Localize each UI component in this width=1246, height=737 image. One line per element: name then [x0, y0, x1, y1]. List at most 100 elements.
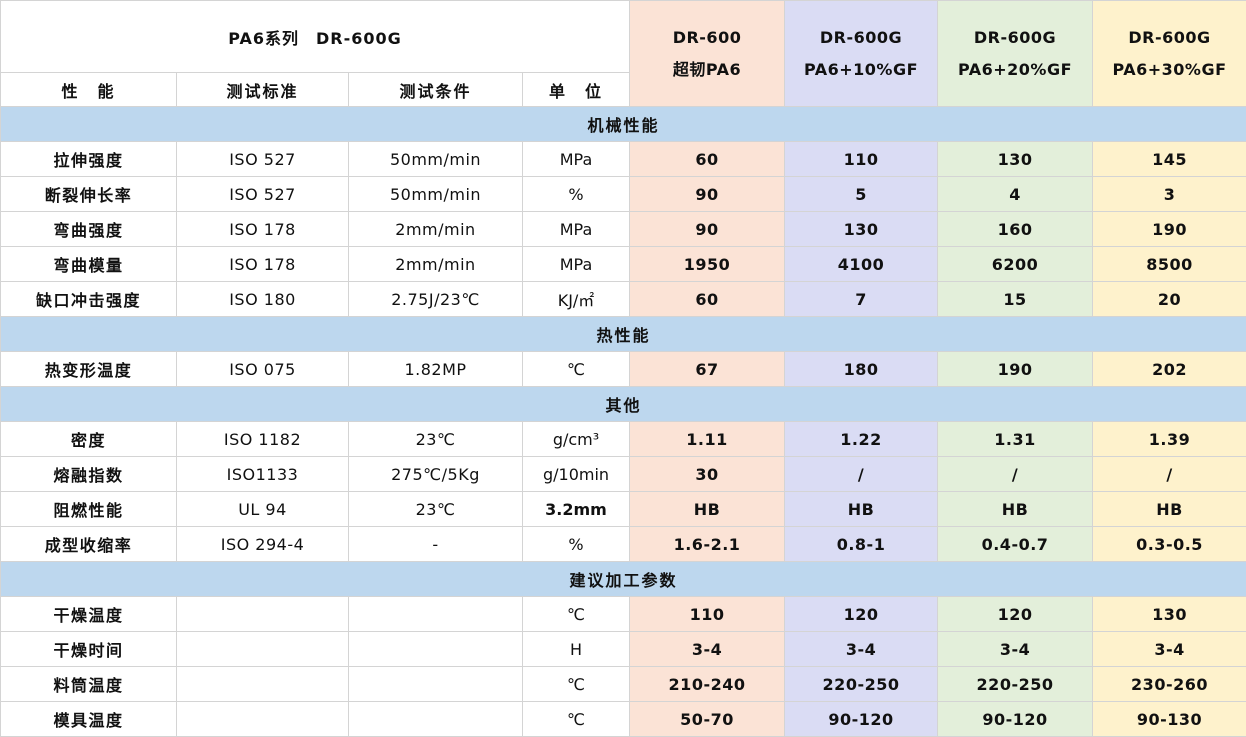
value-cell-grade-1[interactable]: 50-70: [630, 702, 785, 737]
value-cell-grade-2[interactable]: 120: [785, 597, 938, 632]
unit-cell[interactable]: ℃: [523, 702, 630, 737]
property-cell[interactable]: 热变形温度: [1, 352, 177, 387]
section-title[interactable]: 热性能: [1, 317, 1246, 352]
grade-header-4[interactable]: DR-600G PA6+30%GF: [1093, 1, 1246, 107]
series-title-cell[interactable]: PA6系列 DR-600G: [1, 1, 630, 73]
test-standard-cell[interactable]: [177, 667, 349, 702]
value-cell-grade-2[interactable]: 0.8-1: [785, 527, 938, 562]
value-cell-grade-1[interactable]: 30: [630, 457, 785, 492]
unit-cell[interactable]: H: [523, 632, 630, 667]
test-condition-cell[interactable]: [349, 632, 523, 667]
property-cell[interactable]: 断裂伸长率: [1, 177, 177, 212]
value-cell-grade-3[interactable]: 120: [938, 597, 1093, 632]
value-cell-grade-2[interactable]: 5: [785, 177, 938, 212]
value-cell-grade-1[interactable]: 60: [630, 282, 785, 317]
test-standard-cell[interactable]: [177, 632, 349, 667]
value-cell-grade-4[interactable]: 0.3-0.5: [1093, 527, 1246, 562]
column-header-unit[interactable]: 单 位: [523, 73, 630, 107]
value-cell-grade-1[interactable]: 1.6-2.1: [630, 527, 785, 562]
test-condition-cell[interactable]: 50mm/min: [349, 177, 523, 212]
value-cell-grade-1[interactable]: 110: [630, 597, 785, 632]
test-standard-cell[interactable]: ISO 1182: [177, 422, 349, 457]
value-cell-grade-3[interactable]: 0.4-0.7: [938, 527, 1093, 562]
property-cell[interactable]: 熔融指数: [1, 457, 177, 492]
value-cell-grade-4[interactable]: 130: [1093, 597, 1246, 632]
section-title[interactable]: 建议加工参数: [1, 562, 1246, 597]
test-condition-cell[interactable]: -: [349, 527, 523, 562]
unit-cell[interactable]: %: [523, 527, 630, 562]
value-cell-grade-4[interactable]: 202: [1093, 352, 1246, 387]
test-condition-cell[interactable]: 23℃: [349, 422, 523, 457]
test-standard-cell[interactable]: [177, 597, 349, 632]
value-cell-grade-1[interactable]: 1950: [630, 247, 785, 282]
property-cell[interactable]: 模具温度: [1, 702, 177, 737]
value-cell-grade-2[interactable]: 4100: [785, 247, 938, 282]
test-standard-cell[interactable]: ISO1133: [177, 457, 349, 492]
value-cell-grade-4[interactable]: 230-260: [1093, 667, 1246, 702]
test-standard-cell[interactable]: ISO 178: [177, 212, 349, 247]
property-cell[interactable]: 弯曲模量: [1, 247, 177, 282]
value-cell-grade-1[interactable]: 3-4: [630, 632, 785, 667]
unit-cell[interactable]: KJ/㎡: [523, 282, 630, 317]
value-cell-grade-2[interactable]: 130: [785, 212, 938, 247]
unit-cell[interactable]: g/10min: [523, 457, 630, 492]
unit-cell[interactable]: MPa: [523, 212, 630, 247]
test-condition-cell[interactable]: [349, 702, 523, 737]
test-standard-cell[interactable]: ISO 294-4: [177, 527, 349, 562]
test-standard-cell[interactable]: ISO 527: [177, 177, 349, 212]
test-standard-cell[interactable]: [177, 702, 349, 737]
unit-cell[interactable]: ℃: [523, 667, 630, 702]
value-cell-grade-1[interactable]: 60: [630, 142, 785, 177]
value-cell-grade-4[interactable]: 8500: [1093, 247, 1246, 282]
value-cell-grade-1[interactable]: HB: [630, 492, 785, 527]
value-cell-grade-3[interactable]: 3-4: [938, 632, 1093, 667]
value-cell-grade-3[interactable]: 1.31: [938, 422, 1093, 457]
value-cell-grade-4[interactable]: 3: [1093, 177, 1246, 212]
grade-header-1[interactable]: DR-600 超韧PA6: [630, 1, 785, 107]
unit-cell[interactable]: 3.2mm: [523, 492, 630, 527]
test-standard-cell[interactable]: ISO 075: [177, 352, 349, 387]
value-cell-grade-2[interactable]: 7: [785, 282, 938, 317]
test-condition-cell[interactable]: 23℃: [349, 492, 523, 527]
unit-cell[interactable]: MPa: [523, 247, 630, 282]
value-cell-grade-1[interactable]: 90: [630, 177, 785, 212]
property-cell[interactable]: 阻燃性能: [1, 492, 177, 527]
value-cell-grade-4[interactable]: 145: [1093, 142, 1246, 177]
value-cell-grade-4[interactable]: /: [1093, 457, 1246, 492]
value-cell-grade-3[interactable]: 4: [938, 177, 1093, 212]
value-cell-grade-2[interactable]: 1.22: [785, 422, 938, 457]
value-cell-grade-3[interactable]: 220-250: [938, 667, 1093, 702]
value-cell-grade-4[interactable]: 90-130: [1093, 702, 1246, 737]
unit-cell[interactable]: ℃: [523, 597, 630, 632]
test-condition-cell[interactable]: 50mm/min: [349, 142, 523, 177]
property-cell[interactable]: 拉伸强度: [1, 142, 177, 177]
value-cell-grade-3[interactable]: 15: [938, 282, 1093, 317]
unit-cell[interactable]: ℃: [523, 352, 630, 387]
value-cell-grade-4[interactable]: 190: [1093, 212, 1246, 247]
grade-header-3[interactable]: DR-600G PA6+20%GF: [938, 1, 1093, 107]
value-cell-grade-1[interactable]: 90: [630, 212, 785, 247]
value-cell-grade-3[interactable]: 160: [938, 212, 1093, 247]
unit-cell[interactable]: MPa: [523, 142, 630, 177]
section-title[interactable]: 机械性能: [1, 107, 1246, 142]
property-cell[interactable]: 料筒温度: [1, 667, 177, 702]
section-title[interactable]: 其他: [1, 387, 1246, 422]
test-condition-cell[interactable]: 275℃/5Kg: [349, 457, 523, 492]
value-cell-grade-2[interactable]: 110: [785, 142, 938, 177]
value-cell-grade-3[interactable]: 90-120: [938, 702, 1093, 737]
test-condition-cell[interactable]: 2mm/min: [349, 212, 523, 247]
test-condition-cell[interactable]: 1.82MP: [349, 352, 523, 387]
property-cell[interactable]: 干燥温度: [1, 597, 177, 632]
value-cell-grade-2[interactable]: /: [785, 457, 938, 492]
value-cell-grade-3[interactable]: 190: [938, 352, 1093, 387]
value-cell-grade-2[interactable]: 220-250: [785, 667, 938, 702]
grade-header-2[interactable]: DR-600G PA6+10%GF: [785, 1, 938, 107]
test-standard-cell[interactable]: ISO 178: [177, 247, 349, 282]
property-cell[interactable]: 成型收缩率: [1, 527, 177, 562]
column-header-condition[interactable]: 测试条件: [349, 73, 523, 107]
value-cell-grade-2[interactable]: 90-120: [785, 702, 938, 737]
value-cell-grade-1[interactable]: 67: [630, 352, 785, 387]
value-cell-grade-2[interactable]: 180: [785, 352, 938, 387]
test-condition-cell[interactable]: [349, 667, 523, 702]
test-condition-cell[interactable]: [349, 597, 523, 632]
